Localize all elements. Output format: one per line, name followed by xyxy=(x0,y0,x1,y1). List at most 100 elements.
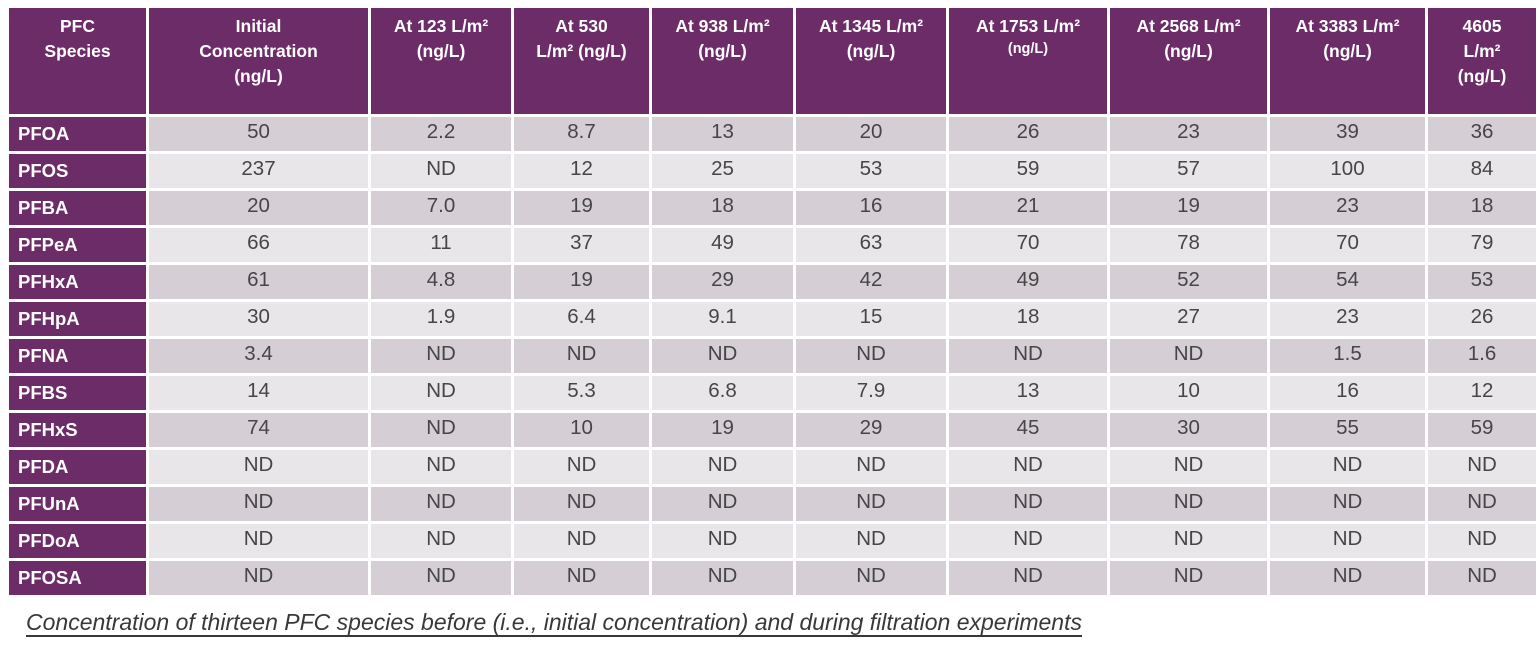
value-cell: 55 xyxy=(1270,413,1425,447)
value-cell: 18 xyxy=(1428,191,1536,225)
value-cell: 36 xyxy=(1428,117,1536,151)
species-cell: PFDoA xyxy=(9,524,146,558)
value-cell: ND xyxy=(371,154,511,188)
value-cell: 29 xyxy=(796,413,946,447)
species-cell: PFDA xyxy=(9,450,146,484)
value-cell: 7.0 xyxy=(371,191,511,225)
column-header: PFC Species xyxy=(9,8,146,114)
column-header-line: At 123 L/m² xyxy=(393,16,489,36)
value-cell: 50 xyxy=(149,117,368,151)
column-header-line: (ng/L) xyxy=(416,40,466,61)
value-cell: 2.2 xyxy=(371,117,511,151)
value-cell: ND xyxy=(949,450,1107,484)
column-header-line: At 1753 L/m² xyxy=(975,16,1081,36)
column-header-line: PFC xyxy=(60,16,95,36)
value-cell: 8.7 xyxy=(514,117,649,151)
value-cell: ND xyxy=(796,450,946,484)
value-cell: 25 xyxy=(652,154,793,188)
species-cell: PFPeA xyxy=(9,228,146,262)
value-cell: ND xyxy=(1270,561,1425,595)
value-cell: 84 xyxy=(1428,154,1536,188)
value-cell: 19 xyxy=(514,191,649,225)
value-cell: ND xyxy=(796,524,946,558)
value-cell: ND xyxy=(149,524,368,558)
value-cell: ND xyxy=(371,487,511,521)
column-header: At 530 L/m² (ng/L) xyxy=(514,8,649,114)
value-cell: 7.9 xyxy=(796,376,946,410)
value-cell: ND xyxy=(149,487,368,521)
species-cell: PFNA xyxy=(9,339,146,373)
column-header: At 2568 L/m² (ng/L) xyxy=(1110,8,1267,114)
value-cell: ND xyxy=(949,339,1107,373)
column-header: At 1345 L/m² (ng/L) xyxy=(796,8,946,114)
value-cell: ND xyxy=(514,487,649,521)
value-cell: 21 xyxy=(949,191,1107,225)
column-header: At 123 L/m² (ng/L) xyxy=(371,8,511,114)
value-cell: ND xyxy=(514,450,649,484)
value-cell: 42 xyxy=(796,265,946,299)
value-cell: 19 xyxy=(514,265,649,299)
column-header-line: 4605 xyxy=(1462,16,1502,36)
value-cell: 6.8 xyxy=(652,376,793,410)
value-cell: 14 xyxy=(149,376,368,410)
value-cell: 12 xyxy=(1428,376,1536,410)
value-cell: ND xyxy=(149,450,368,484)
species-cell: PFBS xyxy=(9,376,146,410)
column-header-line: At 3383 L/m² xyxy=(1295,16,1400,36)
table-row: PFHxS 74 ND 10 19 29 45 30 55 59 xyxy=(9,413,1536,447)
value-cell: 20 xyxy=(796,117,946,151)
column-header-line: (ng/L) xyxy=(1457,65,1507,86)
pfc-concentration-table: PFC Species Initial Concentration (ng/L) At 1… xyxy=(6,5,1539,598)
table-row: PFOA 50 2.2 8.7 13 20 26 23 39 36 xyxy=(9,117,1536,151)
value-cell: ND xyxy=(1270,487,1425,521)
value-cell: 49 xyxy=(949,265,1107,299)
table-row: PFHxA 61 4.8 19 29 42 49 52 54 53 xyxy=(9,265,1536,299)
value-cell: ND xyxy=(949,524,1107,558)
column-header-line: Concentration xyxy=(199,40,318,61)
value-cell: 23 xyxy=(1270,191,1425,225)
value-cell: 23 xyxy=(1110,117,1267,151)
value-cell: 10 xyxy=(514,413,649,447)
value-cell: 1.5 xyxy=(1270,339,1425,373)
column-header-line: (ng/L) xyxy=(1164,40,1213,61)
value-cell: 59 xyxy=(949,154,1107,188)
table-caption: Concentration of thirteen PFC species be… xyxy=(26,609,1082,635)
value-cell: 45 xyxy=(949,413,1107,447)
value-cell: 30 xyxy=(149,302,368,336)
value-cell: 13 xyxy=(652,117,793,151)
value-cell: ND xyxy=(371,339,511,373)
table-row: PFBA 20 7.0 19 18 16 21 19 23 18 xyxy=(9,191,1536,225)
value-cell: 1.9 xyxy=(371,302,511,336)
value-cell: 100 xyxy=(1270,154,1425,188)
value-cell: 13 xyxy=(949,376,1107,410)
value-cell: 20 xyxy=(149,191,368,225)
value-cell: 11 xyxy=(371,228,511,262)
value-cell: 4.8 xyxy=(371,265,511,299)
value-cell: ND xyxy=(1110,487,1267,521)
table-row: PFDA ND ND ND ND ND ND ND ND ND xyxy=(9,450,1536,484)
value-cell: ND xyxy=(1428,524,1536,558)
table-row: PFDoA ND ND ND ND ND ND ND ND ND xyxy=(9,524,1536,558)
column-header-line: (ng/L) xyxy=(1007,40,1049,57)
value-cell: ND xyxy=(796,487,946,521)
value-cell: ND xyxy=(1428,450,1536,484)
column-header: At 1753 L/m² (ng/L) xyxy=(949,8,1107,114)
value-cell: ND xyxy=(1110,561,1267,595)
value-cell: 10 xyxy=(1110,376,1267,410)
value-cell: 54 xyxy=(1270,265,1425,299)
table-row: PFBS 14 ND 5.3 6.8 7.9 13 10 16 12 xyxy=(9,376,1536,410)
value-cell: 19 xyxy=(652,413,793,447)
value-cell: ND xyxy=(949,561,1107,595)
column-header: 4605 L/m² (ng/L) xyxy=(1428,8,1536,114)
value-cell: 49 xyxy=(652,228,793,262)
value-cell: ND xyxy=(371,413,511,447)
column-header-line: Initial xyxy=(235,16,282,36)
value-cell: ND xyxy=(949,487,1107,521)
header-row: PFC Species Initial Concentration (ng/L) At 1… xyxy=(9,8,1536,114)
value-cell: 70 xyxy=(949,228,1107,262)
table-row: PFOSA ND ND ND ND ND ND ND ND ND xyxy=(9,561,1536,595)
table-row: PFNA 3.4 ND ND ND ND ND ND 1.5 1.6 xyxy=(9,339,1536,373)
column-header-line: At 530 xyxy=(555,16,608,36)
column-header-line: L/m² (ng/L) xyxy=(536,40,627,61)
column-header-line: L/m² xyxy=(1463,40,1501,61)
